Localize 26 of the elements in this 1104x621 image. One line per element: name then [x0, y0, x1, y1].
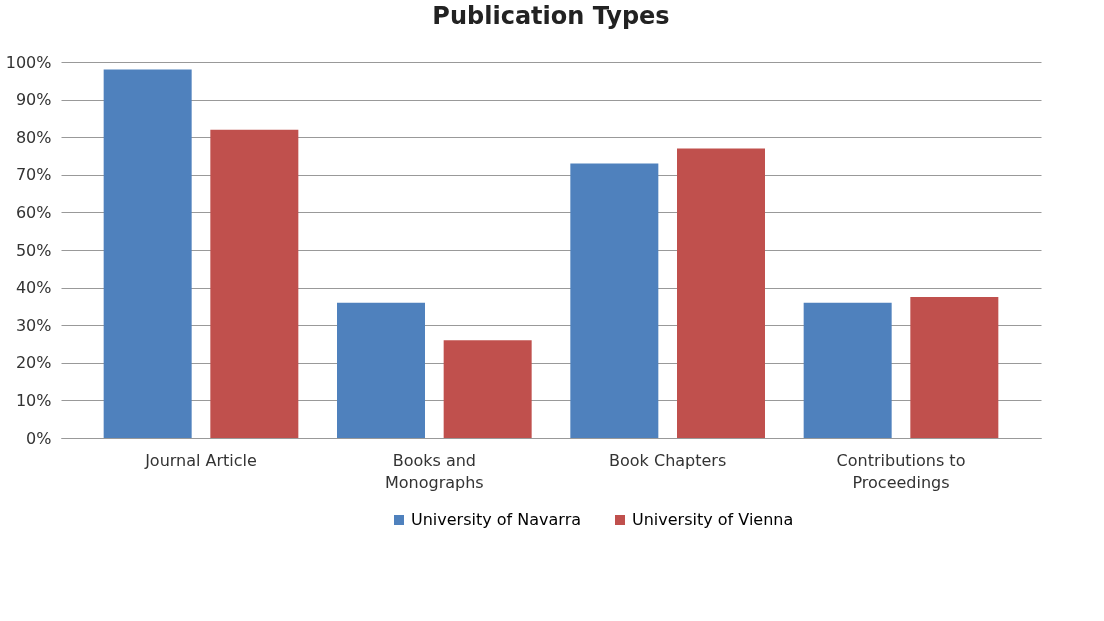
y-tick-label: 30%: [15, 315, 52, 335]
bar: [210, 129, 299, 438]
y-tick-label: 0%: [26, 428, 52, 448]
legend-label: University of Vienna: [632, 510, 794, 529]
legend-label: University of Navarra: [411, 510, 582, 529]
y-tick-label: 90%: [15, 90, 52, 110]
y-tick-label: 60%: [15, 202, 52, 222]
x-tick-label: Books and Monographs: [384, 450, 484, 492]
x-tick-label: Contributions to Proceedings: [836, 450, 966, 492]
bar: [337, 302, 425, 438]
y-tick-label: 50%: [15, 240, 52, 260]
x-tick-label: Book Chapters: [609, 450, 727, 470]
bar: [803, 302, 892, 438]
chart-title: Publication Types: [432, 2, 670, 30]
x-tick-label: Journal Article: [144, 450, 257, 470]
y-tick-label: 40%: [15, 278, 52, 298]
y-tick-label: 10%: [15, 390, 52, 410]
bar: [570, 163, 659, 438]
y-tick-label: 100%: [5, 52, 52, 72]
y-tick-label: 20%: [15, 353, 52, 373]
bar: [677, 148, 765, 438]
y-tick-label: 70%: [15, 165, 52, 185]
bar: [103, 69, 192, 438]
y-tick-label: 80%: [15, 127, 52, 147]
bar: [910, 297, 999, 438]
bar: [443, 340, 532, 438]
